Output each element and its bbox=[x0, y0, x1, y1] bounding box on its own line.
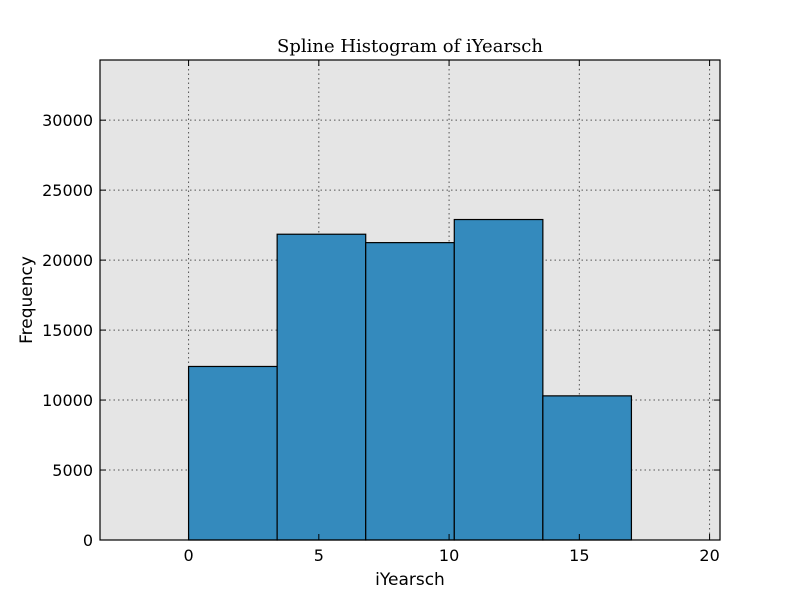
y-tick-label: 25000 bbox=[42, 181, 93, 200]
y-axis-ticks: 0 5000 10000 15000 20000 25000 30000 bbox=[42, 111, 720, 550]
y-tick-label: 20000 bbox=[42, 251, 93, 270]
plot-frame bbox=[99, 59, 721, 541]
chart-title: Spline Histogram of iYearsch bbox=[277, 36, 543, 57]
histogram-bar bbox=[365, 242, 455, 541]
x-tick-label: 5 bbox=[314, 546, 324, 565]
x-tick-label: 10 bbox=[439, 546, 459, 565]
x-tick-label: 20 bbox=[699, 546, 719, 565]
y-tick-label: 5000 bbox=[52, 461, 93, 480]
x-axis-ticks: 0 5 10 15 20 bbox=[183, 60, 720, 565]
histogram-bars bbox=[187, 218, 633, 541]
y-axis-label: Frequency bbox=[17, 256, 37, 344]
y-tick-label: 10000 bbox=[42, 391, 93, 410]
histogram-bar bbox=[542, 395, 633, 541]
y-tick-label: 30000 bbox=[42, 111, 93, 130]
x-axis-label: iYearsch bbox=[375, 570, 445, 590]
y-tick-label: 0 bbox=[83, 531, 93, 550]
x-tick-label: 15 bbox=[569, 546, 589, 565]
histogram-bar bbox=[453, 218, 544, 541]
x-tick-label: 0 bbox=[183, 546, 193, 565]
y-tick-label: 15000 bbox=[42, 321, 93, 340]
histogram-bar bbox=[187, 365, 278, 541]
histogram-bar bbox=[276, 233, 367, 541]
